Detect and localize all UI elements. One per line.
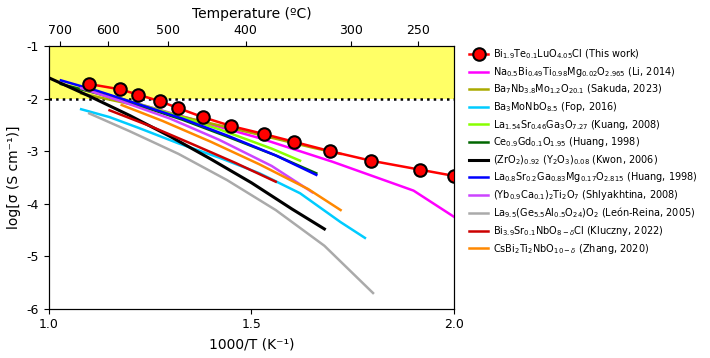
Y-axis label: log[σ (S cm⁻¹)]: log[σ (S cm⁻¹)] xyxy=(7,126,21,229)
X-axis label: 1000/T (K⁻¹): 1000/T (K⁻¹) xyxy=(209,337,294,351)
Bar xyxy=(49,46,454,99)
X-axis label: Temperature (ºC): Temperature (ºC) xyxy=(192,7,311,21)
Legend: Bi$_{1.9}$Te$_{0.1}$LuO$_{4.05}$Cl (This work), Na$_{0.5}$Bi$_{0.49}$Ti$_{0.98}$: Bi$_{1.9}$Te$_{0.1}$LuO$_{4.05}$Cl (This… xyxy=(467,46,700,258)
